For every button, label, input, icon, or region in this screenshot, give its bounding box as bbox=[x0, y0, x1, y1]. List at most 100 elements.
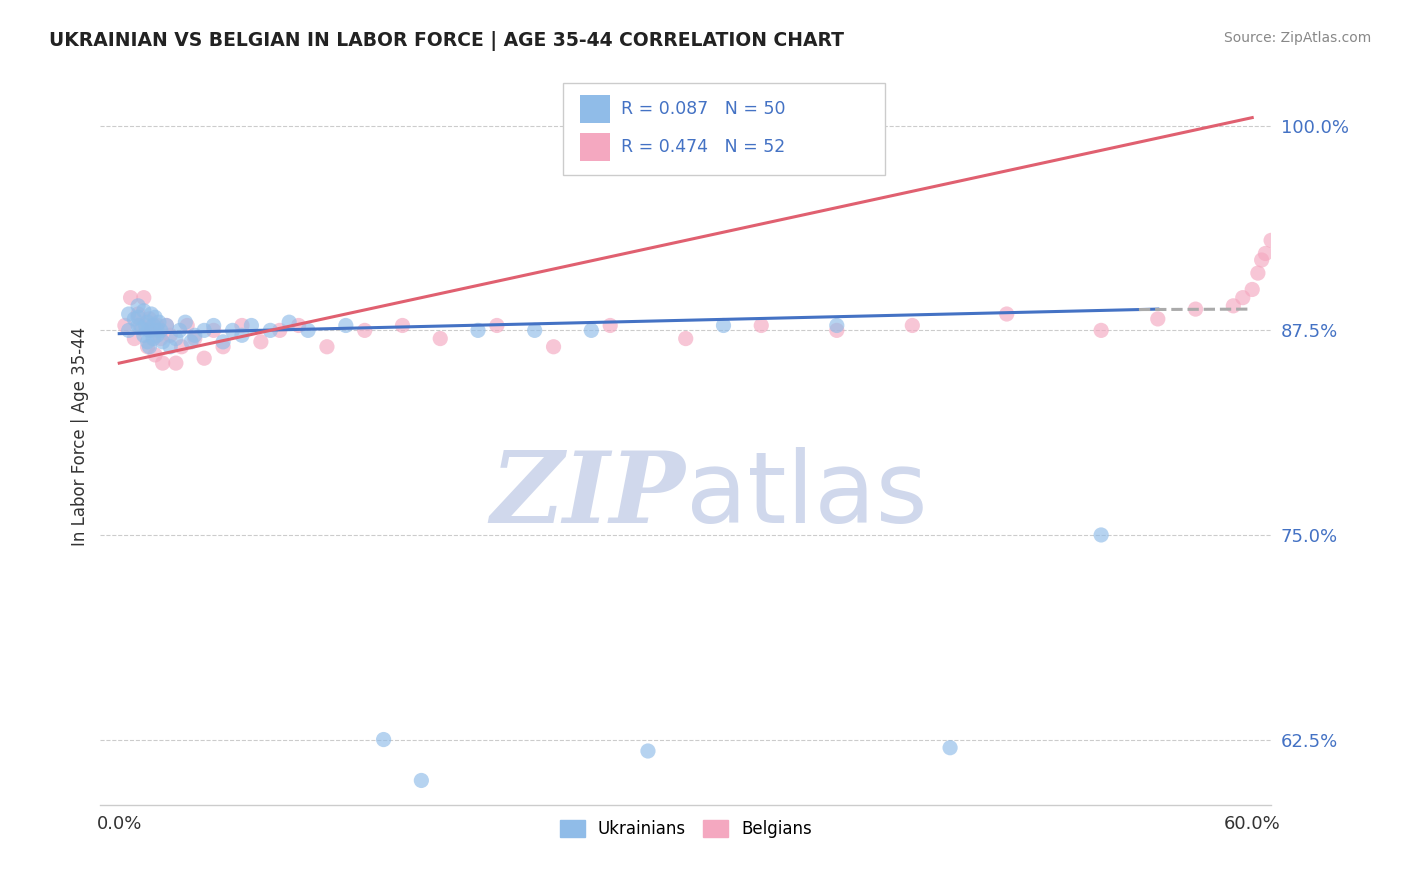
Point bbox=[581, 323, 603, 337]
Point bbox=[995, 307, 1018, 321]
Point bbox=[149, 332, 172, 346]
Point bbox=[675, 332, 697, 346]
Point bbox=[250, 334, 273, 349]
Point bbox=[485, 318, 508, 333]
Point bbox=[120, 291, 142, 305]
Point bbox=[353, 323, 375, 337]
Point bbox=[391, 318, 413, 333]
Point bbox=[297, 323, 319, 337]
Point bbox=[136, 340, 159, 354]
Point bbox=[316, 340, 339, 354]
Point bbox=[118, 307, 141, 321]
Point bbox=[146, 318, 169, 333]
Point bbox=[543, 340, 565, 354]
Point bbox=[1146, 312, 1168, 326]
Point bbox=[143, 310, 166, 325]
Text: R = 0.087   N = 50: R = 0.087 N = 50 bbox=[621, 100, 786, 118]
Y-axis label: In Labor Force | Age 35-44: In Labor Force | Age 35-44 bbox=[72, 327, 89, 546]
Point bbox=[136, 334, 159, 349]
Point bbox=[132, 328, 155, 343]
Text: ZIP: ZIP bbox=[491, 448, 686, 544]
Point bbox=[278, 315, 301, 329]
Text: UKRAINIAN VS BELGIAN IN LABOR FORCE | AGE 35-44 CORRELATION CHART: UKRAINIAN VS BELGIAN IN LABOR FORCE | AG… bbox=[49, 31, 844, 51]
Point bbox=[599, 318, 621, 333]
Point bbox=[127, 310, 149, 325]
Point bbox=[170, 340, 193, 354]
Point bbox=[259, 323, 281, 337]
Point bbox=[221, 323, 243, 337]
Point bbox=[149, 323, 172, 337]
Point bbox=[212, 334, 235, 349]
Point bbox=[127, 307, 149, 321]
Point bbox=[142, 318, 165, 333]
Legend: Ukrainians, Belgians: Ukrainians, Belgians bbox=[553, 813, 818, 845]
Point bbox=[373, 732, 395, 747]
Point bbox=[231, 318, 253, 333]
Point bbox=[155, 318, 177, 333]
Point bbox=[159, 340, 181, 354]
Point bbox=[148, 315, 170, 329]
Point bbox=[152, 356, 174, 370]
Point bbox=[118, 323, 141, 337]
Point bbox=[1250, 252, 1272, 267]
Point bbox=[132, 291, 155, 305]
FancyBboxPatch shape bbox=[581, 95, 610, 123]
Point bbox=[165, 356, 187, 370]
Point bbox=[176, 318, 198, 333]
Point bbox=[165, 332, 187, 346]
Point bbox=[159, 328, 181, 343]
Point bbox=[142, 332, 165, 346]
Point bbox=[1222, 299, 1244, 313]
Point bbox=[152, 334, 174, 349]
Text: R = 0.474   N = 52: R = 0.474 N = 52 bbox=[621, 138, 786, 156]
Text: Source: ZipAtlas.com: Source: ZipAtlas.com bbox=[1223, 31, 1371, 45]
Point bbox=[138, 340, 160, 354]
Point bbox=[141, 307, 163, 321]
Point bbox=[114, 318, 136, 333]
Point bbox=[467, 323, 489, 337]
Point bbox=[193, 323, 215, 337]
Point bbox=[142, 318, 165, 333]
Point bbox=[637, 744, 659, 758]
Point bbox=[825, 318, 848, 333]
Point bbox=[184, 328, 207, 343]
Point bbox=[287, 318, 309, 333]
Point bbox=[429, 332, 451, 346]
Point bbox=[231, 328, 253, 343]
Point bbox=[193, 351, 215, 366]
Point bbox=[212, 340, 235, 354]
Point bbox=[141, 323, 163, 337]
Point bbox=[202, 323, 225, 337]
Point bbox=[749, 318, 772, 333]
Point bbox=[1278, 135, 1301, 149]
Point bbox=[138, 312, 160, 326]
Point bbox=[1241, 283, 1264, 297]
Point bbox=[1090, 528, 1112, 542]
Point bbox=[127, 299, 149, 313]
Point bbox=[939, 740, 962, 755]
Point bbox=[713, 318, 735, 333]
Point bbox=[411, 773, 433, 788]
Point bbox=[1232, 291, 1254, 305]
Point bbox=[146, 328, 169, 343]
Point bbox=[1247, 266, 1270, 280]
Point bbox=[174, 315, 197, 329]
Point bbox=[202, 318, 225, 333]
Point bbox=[335, 318, 357, 333]
Point bbox=[135, 318, 157, 333]
Point bbox=[240, 318, 263, 333]
Point bbox=[124, 332, 146, 346]
Point bbox=[1260, 233, 1282, 247]
Point bbox=[146, 323, 169, 337]
FancyBboxPatch shape bbox=[562, 83, 884, 176]
Point bbox=[132, 303, 155, 318]
Point bbox=[129, 318, 152, 333]
Text: atlas: atlas bbox=[686, 447, 928, 544]
Point bbox=[1254, 246, 1277, 260]
Point bbox=[124, 312, 146, 326]
Point bbox=[184, 332, 207, 346]
Point bbox=[269, 323, 291, 337]
Point bbox=[901, 318, 924, 333]
Point bbox=[138, 323, 160, 337]
Point bbox=[1184, 302, 1206, 317]
